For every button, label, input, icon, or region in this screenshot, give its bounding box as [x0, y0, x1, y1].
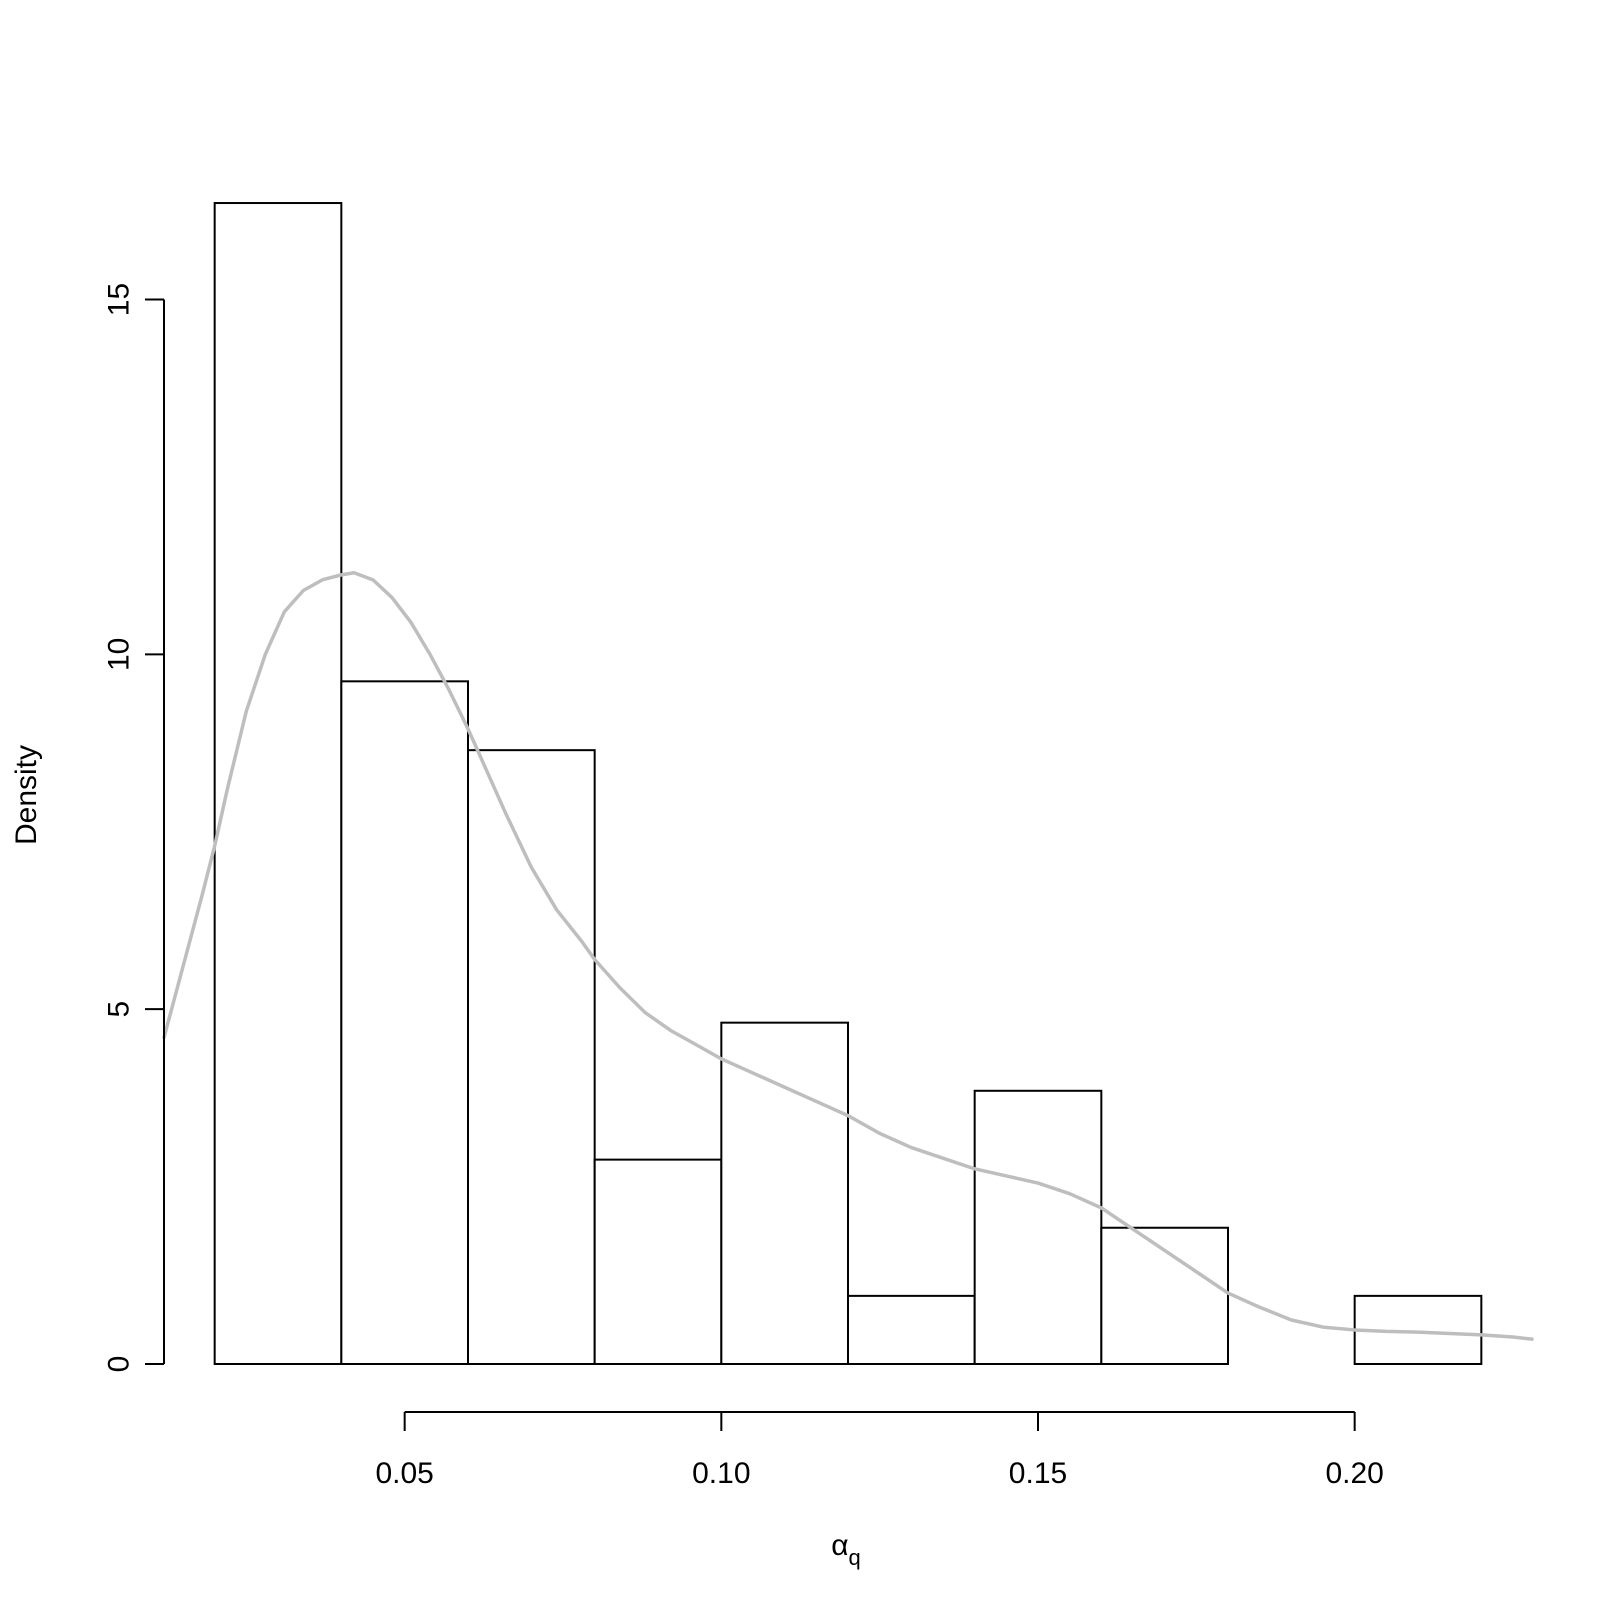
y-tick-label: 5	[103, 1001, 136, 1018]
histogram-bar-7	[973, 1089, 1103, 1366]
histogram-bar-3	[467, 749, 596, 1365]
histogram-bar-1	[213, 202, 343, 1365]
y-tick-label: 0	[103, 1356, 136, 1373]
histogram-bar-6	[847, 1294, 976, 1366]
histogram-bar-4	[593, 1158, 723, 1366]
density-curve	[162, 571, 1534, 1341]
y-tick-label: 10	[103, 638, 136, 671]
y-axis-ticks: 0 5 10 15	[103, 283, 164, 1373]
x-tick-label: 0.15	[1009, 1457, 1067, 1490]
y-tick-label: 15	[103, 283, 136, 316]
x-tick-label: 0.10	[692, 1457, 750, 1490]
x-axis-title-subscript: q	[849, 1545, 861, 1570]
x-axis-title-base: α	[831, 1529, 848, 1562]
histogram-bar-8	[1100, 1226, 1230, 1365]
x-tick-label: 0.05	[375, 1457, 433, 1490]
histogram-bars	[213, 202, 1483, 1366]
x-axis-title: αq	[831, 1529, 861, 1570]
x-axis: 0.05 0.10 0.15 0.20	[375, 1411, 1384, 1490]
x-tick-label: 0.20	[1325, 1457, 1383, 1490]
x-axis-ticks: 0.05 0.10 0.15 0.20	[375, 1412, 1384, 1490]
y-axis: 0 5 10 15	[103, 283, 165, 1372]
histogram-bar-2	[340, 680, 470, 1365]
y-axis-title: Density	[10, 745, 43, 845]
histogram-bar-5	[720, 1021, 849, 1366]
